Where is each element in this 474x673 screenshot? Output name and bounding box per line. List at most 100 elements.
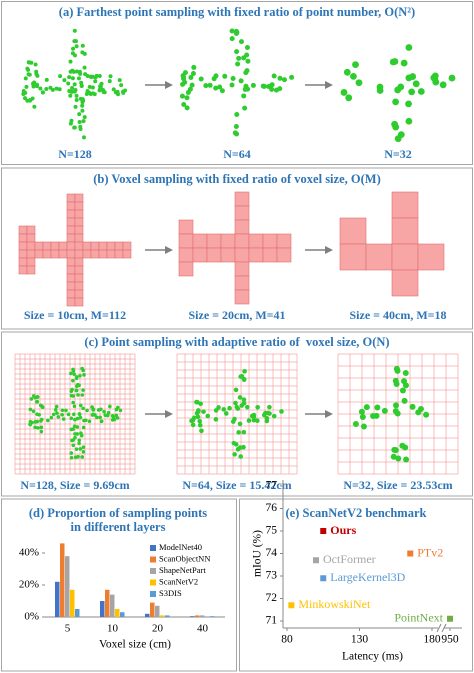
point	[409, 403, 416, 410]
point	[264, 418, 270, 424]
point	[80, 366, 84, 371]
voxel	[391, 217, 419, 245]
point	[241, 397, 247, 402]
point	[34, 72, 39, 77]
voxel	[66, 265, 76, 275]
bar	[160, 615, 165, 617]
point	[67, 75, 72, 80]
point	[102, 409, 106, 414]
point	[394, 367, 401, 374]
point	[223, 411, 229, 416]
point	[76, 383, 80, 387]
point	[51, 412, 56, 417]
point	[415, 409, 422, 416]
point	[359, 413, 366, 420]
point	[54, 86, 59, 91]
point	[269, 82, 275, 88]
point	[233, 31, 239, 37]
point	[191, 64, 197, 70]
voxel	[106, 249, 116, 259]
point	[81, 135, 86, 140]
point	[80, 103, 85, 108]
point	[35, 82, 40, 87]
y-tick-label: 71	[266, 615, 278, 627]
point	[402, 382, 409, 389]
point	[106, 410, 111, 415]
panel-title: (c) Point sampling with adaptive ratio o…	[84, 335, 389, 349]
point	[269, 86, 275, 92]
voxel	[58, 249, 68, 259]
y-tick-label: 0%	[24, 611, 39, 623]
bar	[65, 556, 70, 617]
point	[241, 429, 247, 435]
point	[72, 82, 77, 87]
point	[54, 404, 59, 409]
point	[271, 73, 277, 79]
point	[221, 407, 227, 412]
point	[44, 87, 49, 92]
point	[37, 412, 41, 417]
bar	[165, 615, 170, 617]
x-tick-label: 80	[281, 634, 293, 646]
voxel	[262, 233, 278, 249]
point	[71, 378, 75, 383]
point	[393, 381, 400, 388]
point	[227, 405, 232, 411]
point	[73, 417, 77, 422]
point	[30, 96, 35, 101]
point	[244, 45, 250, 51]
point	[72, 53, 77, 58]
point	[39, 417, 44, 422]
point	[370, 413, 377, 420]
y-axis-label: mIoU (%)	[252, 530, 264, 577]
point	[77, 412, 82, 417]
voxel	[234, 233, 250, 249]
point	[79, 80, 84, 85]
point	[72, 39, 77, 44]
point	[71, 369, 76, 373]
point	[395, 455, 402, 462]
point	[277, 75, 283, 81]
legend-swatch	[150, 545, 156, 551]
point	[117, 78, 122, 83]
point	[233, 123, 239, 129]
sample-label: N=64, Size = 15.42cm	[182, 478, 291, 492]
point	[403, 456, 410, 463]
point	[320, 528, 327, 534]
point	[352, 420, 359, 427]
point	[448, 74, 456, 82]
point	[71, 443, 75, 448]
point	[345, 94, 353, 102]
voxel	[220, 247, 236, 263]
voxel	[82, 241, 92, 251]
voxel	[66, 233, 76, 243]
point	[81, 119, 86, 124]
point	[242, 369, 247, 374]
point	[68, 93, 73, 98]
point	[343, 68, 351, 76]
point	[64, 408, 68, 413]
voxel	[248, 233, 264, 249]
point	[402, 369, 409, 376]
point	[376, 87, 384, 94]
point	[111, 87, 116, 92]
point	[399, 387, 406, 394]
bar	[145, 613, 150, 617]
point	[232, 130, 238, 136]
point	[190, 422, 196, 428]
point	[267, 404, 272, 410]
bar	[70, 589, 75, 617]
point	[261, 83, 267, 89]
point	[233, 387, 239, 393]
point	[392, 408, 399, 415]
point	[66, 412, 71, 417]
point	[405, 117, 413, 125]
point	[87, 90, 92, 95]
point-label: MinkowskiNet	[298, 597, 371, 611]
voxel	[26, 265, 36, 275]
voxel	[98, 249, 108, 259]
point	[72, 372, 76, 376]
sample-label: Size = 10cm, M=112	[24, 308, 126, 322]
point	[74, 44, 79, 49]
